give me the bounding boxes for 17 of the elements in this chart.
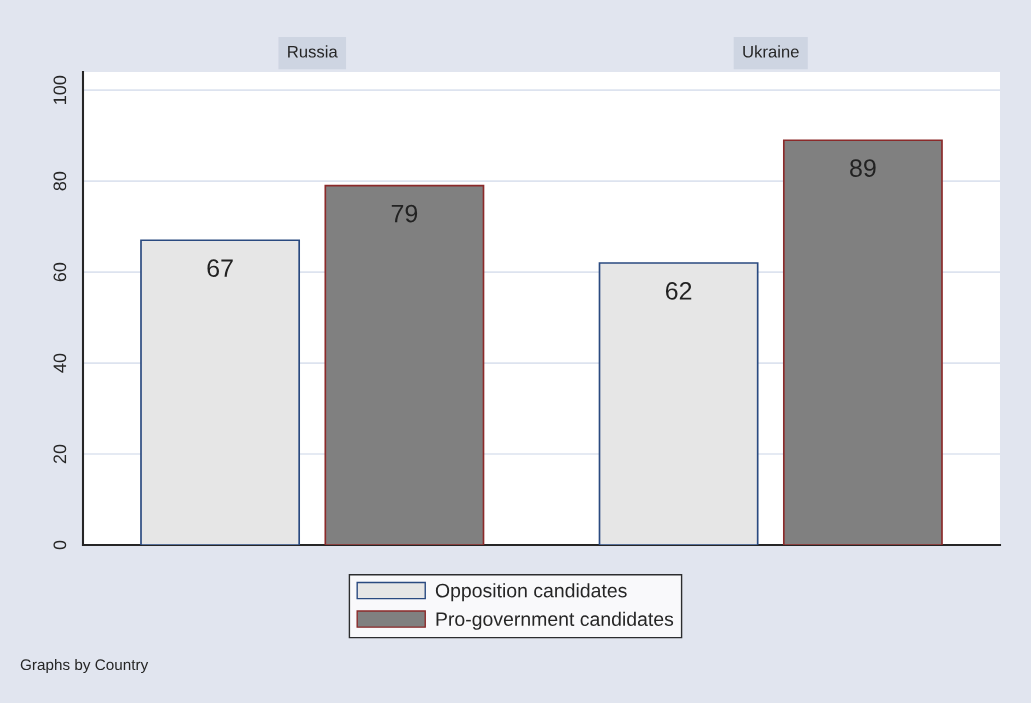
data-label: 79 [391, 204, 418, 223]
legend-label: Opposition candidates [435, 583, 627, 602]
y-tick-label: 40 [53, 353, 67, 373]
y-tick-label: 100 [53, 75, 67, 104]
y-tick-label: 0 [53, 540, 67, 550]
x-tick-label: Ukraine [743, 45, 799, 58]
text: Graphs by Country [20, 658, 149, 674]
x-tick-label: Russia [288, 45, 338, 58]
data-label: 67 [207, 259, 233, 277]
bar [782, 139, 943, 545]
y-tick-label: 80 [53, 171, 67, 191]
bar [324, 184, 485, 545]
y-tick-label: 20 [53, 444, 67, 464]
data-label: 62 [665, 282, 692, 300]
y-tick-label: 60 [53, 262, 67, 282]
data-label: 89 [850, 159, 876, 177]
legend-label: Pro-government candidates [436, 611, 674, 630]
